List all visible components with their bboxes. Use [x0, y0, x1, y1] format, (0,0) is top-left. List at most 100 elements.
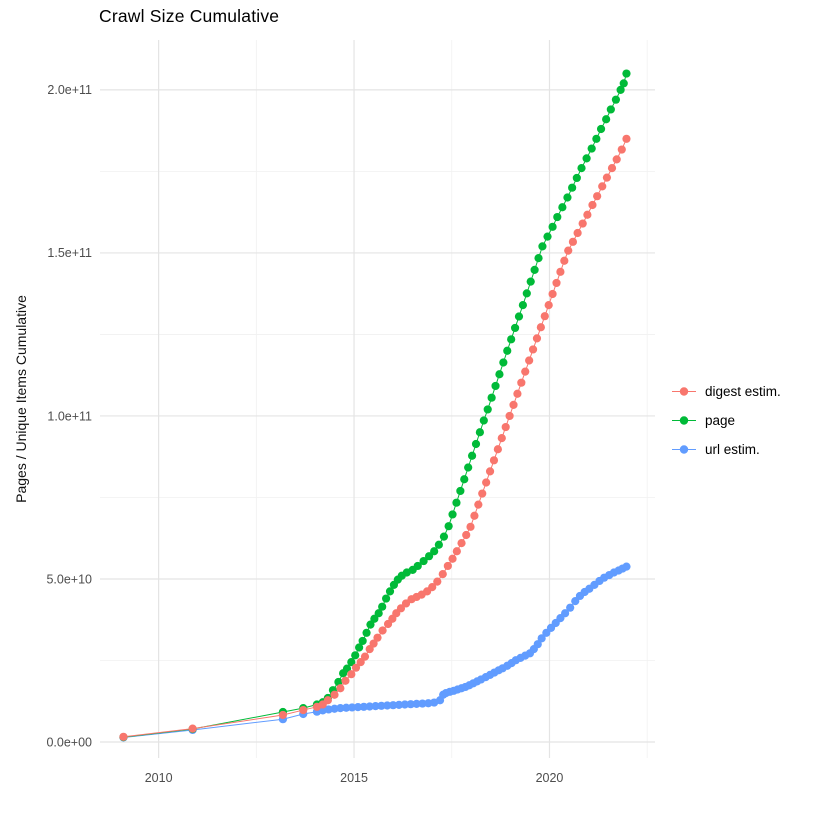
data-point — [561, 609, 570, 618]
y-tick-label: 5.0e+10 — [46, 572, 92, 586]
data-point — [538, 242, 547, 251]
data-point — [394, 700, 404, 709]
data-point — [389, 701, 398, 710]
data-point — [119, 732, 128, 741]
data-point — [439, 532, 449, 541]
data-point — [342, 664, 352, 673]
data-point — [359, 702, 368, 711]
legend-item-page: page — [671, 413, 781, 428]
data-point — [510, 323, 520, 333]
data-point — [487, 393, 496, 402]
data-point — [583, 210, 592, 219]
data-point — [444, 522, 453, 531]
data-point — [533, 640, 542, 649]
data-point — [507, 335, 516, 344]
data-point — [518, 300, 527, 310]
y-axis-title: Pages / Unique Items Cumulative — [13, 295, 29, 503]
data-point — [323, 696, 332, 705]
data-point — [371, 702, 380, 711]
data-point — [532, 334, 542, 343]
data-point — [413, 561, 422, 571]
data-point — [560, 256, 569, 265]
data-point — [602, 115, 611, 124]
data-point — [611, 95, 621, 104]
data-point — [366, 620, 375, 629]
data-point — [462, 530, 471, 540]
data-point — [552, 278, 561, 288]
data-point — [299, 705, 308, 715]
data-point — [607, 164, 617, 173]
data-point — [587, 144, 596, 153]
data-point — [505, 411, 514, 421]
data-point — [596, 124, 606, 134]
data-point — [438, 569, 447, 579]
data-point — [365, 702, 374, 711]
data-point — [489, 456, 499, 465]
data-point — [577, 164, 586, 173]
data-point — [430, 547, 439, 556]
data-point — [564, 246, 573, 255]
data-point — [434, 540, 443, 549]
data-point — [370, 614, 379, 623]
data-point — [424, 552, 434, 561]
data-point — [568, 183, 577, 192]
data-point — [622, 562, 631, 571]
data-point — [342, 703, 351, 712]
data-point — [336, 704, 345, 713]
data-point — [358, 636, 367, 646]
data-point — [491, 381, 500, 391]
data-point — [471, 439, 481, 449]
data-point — [571, 597, 580, 606]
data-point — [616, 85, 625, 94]
y-tick-label: 1.0e+11 — [47, 409, 92, 423]
data-point — [466, 522, 475, 531]
y-tick-label: 1.5e+11 — [47, 246, 92, 260]
data-point — [493, 445, 502, 454]
data-point — [548, 289, 557, 299]
data-point — [336, 684, 345, 693]
data-point — [495, 370, 504, 379]
data-point — [433, 577, 442, 586]
data-point — [385, 587, 395, 596]
data-point — [619, 79, 628, 88]
data-point — [606, 105, 615, 114]
data-point — [592, 134, 601, 143]
data-point — [448, 554, 457, 563]
gridlines-major — [100, 40, 655, 758]
data-point — [334, 677, 343, 687]
data-point — [556, 267, 565, 276]
data-point — [602, 173, 612, 182]
data-point — [347, 703, 357, 712]
data-point — [381, 594, 391, 603]
legend-item-digest-estim: digest estim. — [671, 384, 781, 399]
data-point — [373, 633, 382, 642]
data-point — [464, 463, 473, 472]
data-point — [563, 193, 572, 202]
legend-key-icon — [672, 387, 696, 396]
y-tick-label: 0.0e+00 — [46, 735, 92, 749]
gridlines-minor — [100, 40, 655, 758]
data-point — [474, 500, 483, 509]
y-axis-tick-labels: 0.0e+00 5.0e+10 1.0e+11 1.5e+11 2.0e+11 — [46, 83, 92, 749]
data-point — [448, 510, 457, 519]
x-tick-label: 2020 — [536, 771, 564, 785]
legend-label: url estim. — [705, 442, 760, 457]
data-point — [452, 498, 461, 507]
data-point — [499, 358, 508, 367]
data-point — [544, 300, 553, 310]
data-point — [475, 428, 485, 437]
data-point — [517, 378, 526, 387]
data-point — [578, 219, 587, 228]
data-point — [598, 182, 607, 191]
data-point — [356, 658, 365, 667]
data-point — [412, 699, 421, 708]
data-point — [588, 200, 597, 210]
data-point — [428, 583, 437, 592]
data-point — [558, 203, 567, 212]
data-point — [503, 346, 512, 355]
data-point — [360, 652, 370, 661]
data-point — [526, 277, 535, 286]
data-point — [543, 232, 552, 241]
series-url-estim — [119, 562, 631, 742]
